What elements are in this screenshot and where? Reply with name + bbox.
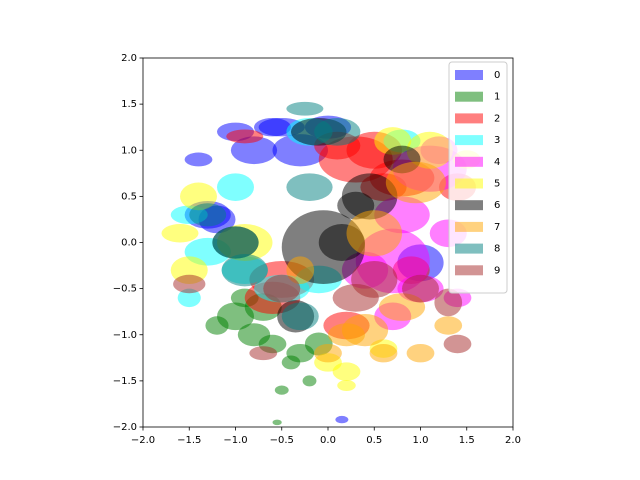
ellipse	[314, 117, 361, 146]
ellipse	[274, 385, 289, 395]
ellipse	[189, 203, 227, 227]
x-tick-label: 0.5	[366, 435, 382, 446]
ellipse	[402, 274, 439, 303]
y-tick-label: 0.5	[121, 191, 137, 202]
x-tick-label: 0.0	[320, 435, 336, 446]
x-tick-label: −0.5	[270, 435, 294, 446]
y-tick-label: −0.5	[113, 284, 137, 295]
legend-label: 5	[494, 179, 500, 190]
ellipse	[434, 316, 463, 335]
y-tick-label: −1.0	[113, 330, 137, 341]
legend-swatch	[455, 91, 483, 102]
ellipse	[281, 302, 319, 331]
legend-swatch	[455, 243, 483, 254]
x-tick-label: −1.5	[177, 435, 201, 446]
ellipse	[346, 210, 402, 257]
legend-label: 1	[494, 92, 500, 103]
ellipse	[249, 346, 278, 361]
x-tick-label: −1.0	[223, 435, 247, 446]
legend-label: 0	[494, 70, 500, 81]
ellipse	[286, 101, 324, 116]
ellipse	[328, 323, 365, 347]
ellipse	[173, 274, 206, 294]
legend-swatch	[455, 265, 483, 276]
ellipse	[434, 288, 463, 317]
ellipse	[161, 224, 199, 243]
ellipse	[221, 254, 268, 287]
legend-label: 4	[494, 157, 500, 168]
ellipse	[385, 161, 446, 204]
legend-swatch	[455, 200, 483, 211]
legend-swatch	[455, 156, 483, 167]
ellipse	[332, 284, 379, 312]
y-tick-label: 1.0	[121, 145, 137, 156]
legend-label: 2	[494, 113, 500, 124]
ellipse	[177, 288, 201, 308]
y-tick-label: −1.5	[113, 376, 137, 387]
ellipse	[217, 173, 254, 201]
x-tick-label: −2.0	[131, 435, 155, 446]
y-tick-label: 0.0	[121, 238, 137, 249]
legend-label: 3	[494, 135, 500, 146]
legend-swatch	[455, 135, 483, 146]
legend-swatch	[455, 178, 483, 189]
plot-area	[161, 101, 481, 426]
ellipse	[212, 226, 259, 259]
legend-label: 8	[494, 244, 500, 255]
x-tick-label: 2.0	[505, 435, 521, 446]
legend-swatch	[455, 70, 483, 80]
ellipse	[406, 343, 435, 363]
ellipse	[369, 343, 398, 363]
y-tick-label: −2.0	[113, 422, 137, 433]
legend-label: 9	[494, 265, 500, 276]
y-tick-label: 1.5	[121, 99, 137, 110]
y-tick-label: 2.0	[121, 53, 137, 64]
ellipse	[443, 334, 472, 354]
ellipse	[302, 375, 317, 387]
ellipse	[230, 136, 278, 165]
legend-label: 6	[494, 200, 500, 211]
ellipse	[226, 129, 264, 144]
ellipse	[286, 256, 315, 285]
ellipse	[272, 419, 282, 426]
ellipse	[335, 415, 349, 424]
ellipse	[184, 152, 213, 167]
ellipse	[314, 343, 342, 363]
legend-swatch	[455, 113, 483, 124]
ellipse	[337, 379, 356, 392]
ellipse	[205, 316, 229, 335]
legend-label: 7	[494, 222, 500, 233]
x-tick-label: 1.0	[413, 435, 429, 446]
ellipse	[286, 173, 333, 201]
legend-swatch	[455, 221, 483, 232]
ellipse	[263, 274, 301, 303]
x-tick-label: 1.5	[459, 435, 475, 446]
